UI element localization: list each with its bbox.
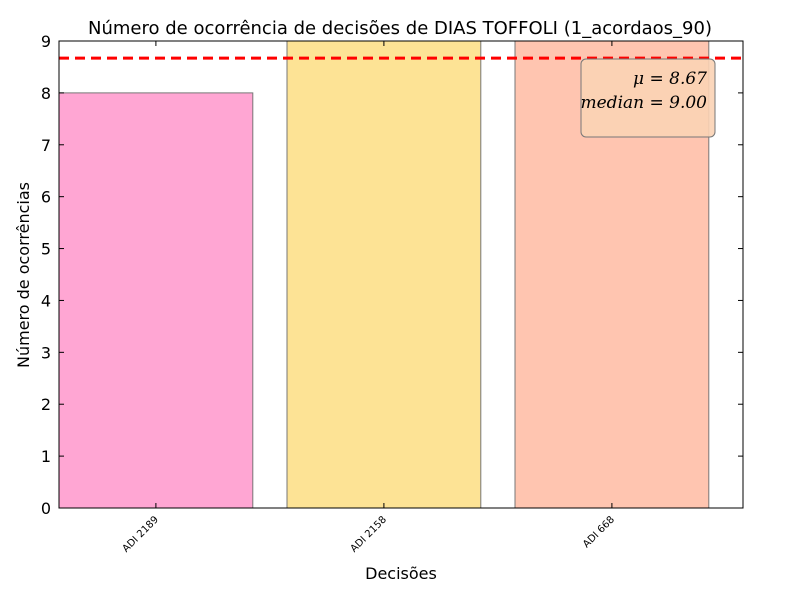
y-tick-label: 6 <box>41 188 51 207</box>
bar-adi-2158 <box>286 40 482 509</box>
x-tick-label: ADI 2189 <box>121 514 161 554</box>
y-tick-label: 5 <box>41 240 51 259</box>
y-tick-label: 4 <box>41 291 51 310</box>
y-axis-ticks: 0 1 2 3 4 5 6 7 8 9 <box>41 32 743 518</box>
y-tick-label: 1 <box>41 447 51 466</box>
chart-title: Número de ocorrência de decisões de DIAS… <box>88 18 712 39</box>
bar-adi-2189 <box>58 92 254 509</box>
y-tick-label: 2 <box>41 395 51 414</box>
y-axis-label: Número de ocorrências <box>14 182 33 368</box>
x-tick-label: ADI 668 <box>581 514 617 550</box>
x-axis-label: Decisões <box>365 564 437 583</box>
y-tick-label: 3 <box>41 343 51 362</box>
x-tick-label: ADI 2158 <box>349 514 389 554</box>
stats-box: μ = 8.67 median = 9.00 <box>580 58 716 138</box>
y-tick-label: 8 <box>41 84 51 103</box>
stats-median-text: median = 9.00 <box>581 93 708 113</box>
y-tick-label: 0 <box>41 499 51 518</box>
stats-mean-text: μ = 8.67 <box>633 69 707 89</box>
stats-box-frame <box>580 58 716 138</box>
y-tick-label: 9 <box>41 32 51 51</box>
y-tick-label: 7 <box>41 136 51 155</box>
plot-frame <box>58 40 744 509</box>
